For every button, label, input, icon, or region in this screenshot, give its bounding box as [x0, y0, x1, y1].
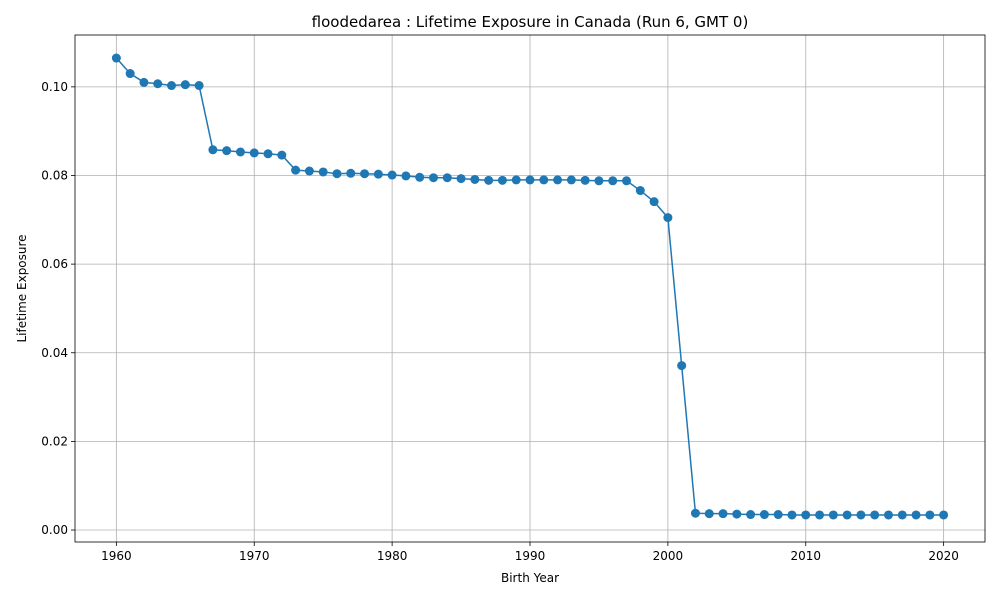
- data-point: [870, 510, 880, 520]
- data-point: [180, 80, 190, 90]
- data-point: [732, 509, 742, 519]
- y-tick-label: 0.02: [41, 434, 68, 448]
- data-point: [263, 149, 273, 159]
- data-point: [360, 169, 370, 179]
- data-point: [911, 510, 921, 520]
- data-point: [925, 510, 935, 520]
- y-tick-label: 0.06: [41, 257, 68, 271]
- data-point: [525, 175, 535, 185]
- y-axis-label: Lifetime Exposure: [15, 234, 29, 342]
- data-point: [759, 510, 769, 520]
- data-point: [387, 170, 397, 180]
- data-point: [401, 171, 411, 181]
- y-tick-label: 0.00: [41, 523, 68, 537]
- x-axis-label: Birth Year: [501, 571, 559, 585]
- data-point: [111, 53, 121, 63]
- data-point: [153, 79, 163, 89]
- axis-ticks: 1960 1970 1980 1990 2000 2010 2020 0.00 0.02 0.04…: [41, 80, 959, 563]
- data-point: [208, 145, 218, 155]
- data-point: [318, 167, 328, 177]
- x-tick-label: 1980: [377, 549, 408, 563]
- data-point: [346, 168, 356, 178]
- data-point: [470, 174, 480, 184]
- data-point: [690, 508, 700, 518]
- data-point: [677, 361, 687, 371]
- data-point: [167, 81, 177, 91]
- y-tick-label: 0.04: [41, 346, 68, 360]
- data-point: [594, 176, 604, 186]
- grid-lines: [75, 35, 985, 542]
- y-tick-label: 0.08: [41, 168, 68, 182]
- data-point: [566, 175, 576, 185]
- data-point: [235, 147, 245, 157]
- data-point: [897, 510, 907, 520]
- x-tick-label: 2010: [790, 549, 821, 563]
- data-point: [553, 175, 563, 185]
- data-point: [773, 510, 783, 520]
- data-point: [580, 175, 590, 185]
- x-tick-label: 1990: [515, 549, 546, 563]
- data-point: [622, 176, 632, 186]
- data-point: [635, 186, 645, 196]
- data-point: [304, 166, 314, 176]
- data-point: [277, 150, 287, 160]
- data-point: [608, 176, 618, 186]
- data-point: [249, 148, 259, 158]
- data-series: [111, 53, 949, 520]
- x-tick-label: 1970: [239, 549, 270, 563]
- data-point: [484, 175, 494, 185]
- data-point: [815, 510, 825, 520]
- data-point: [497, 175, 507, 185]
- x-tick-label: 1960: [101, 549, 132, 563]
- data-point: [718, 509, 728, 519]
- data-point: [125, 69, 135, 79]
- data-point: [456, 174, 466, 184]
- data-point: [194, 81, 204, 91]
- data-point: [856, 510, 866, 520]
- data-point: [222, 146, 232, 156]
- data-point: [649, 197, 659, 207]
- data-point: [704, 509, 714, 519]
- data-point: [291, 165, 301, 175]
- data-point: [442, 173, 452, 183]
- data-point: [415, 172, 425, 182]
- data-point: [746, 510, 756, 520]
- data-point: [842, 510, 852, 520]
- chart-title: floodedarea : Lifetime Exposure in Canad…: [312, 13, 749, 31]
- data-point: [428, 173, 438, 183]
- data-point: [883, 510, 893, 520]
- data-point: [828, 510, 838, 520]
- data-point: [939, 510, 949, 520]
- data-point: [801, 510, 811, 520]
- data-point: [663, 213, 673, 223]
- data-point: [787, 510, 797, 520]
- data-point: [511, 175, 521, 185]
- data-point: [332, 169, 342, 179]
- data-point: [539, 175, 549, 185]
- data-point: [373, 169, 383, 179]
- axes-frame: [74, 34, 986, 543]
- y-tick-label: 0.10: [41, 80, 68, 94]
- data-point: [139, 77, 149, 87]
- x-tick-label: 2000: [653, 549, 684, 563]
- x-tick-label: 2020: [928, 549, 959, 563]
